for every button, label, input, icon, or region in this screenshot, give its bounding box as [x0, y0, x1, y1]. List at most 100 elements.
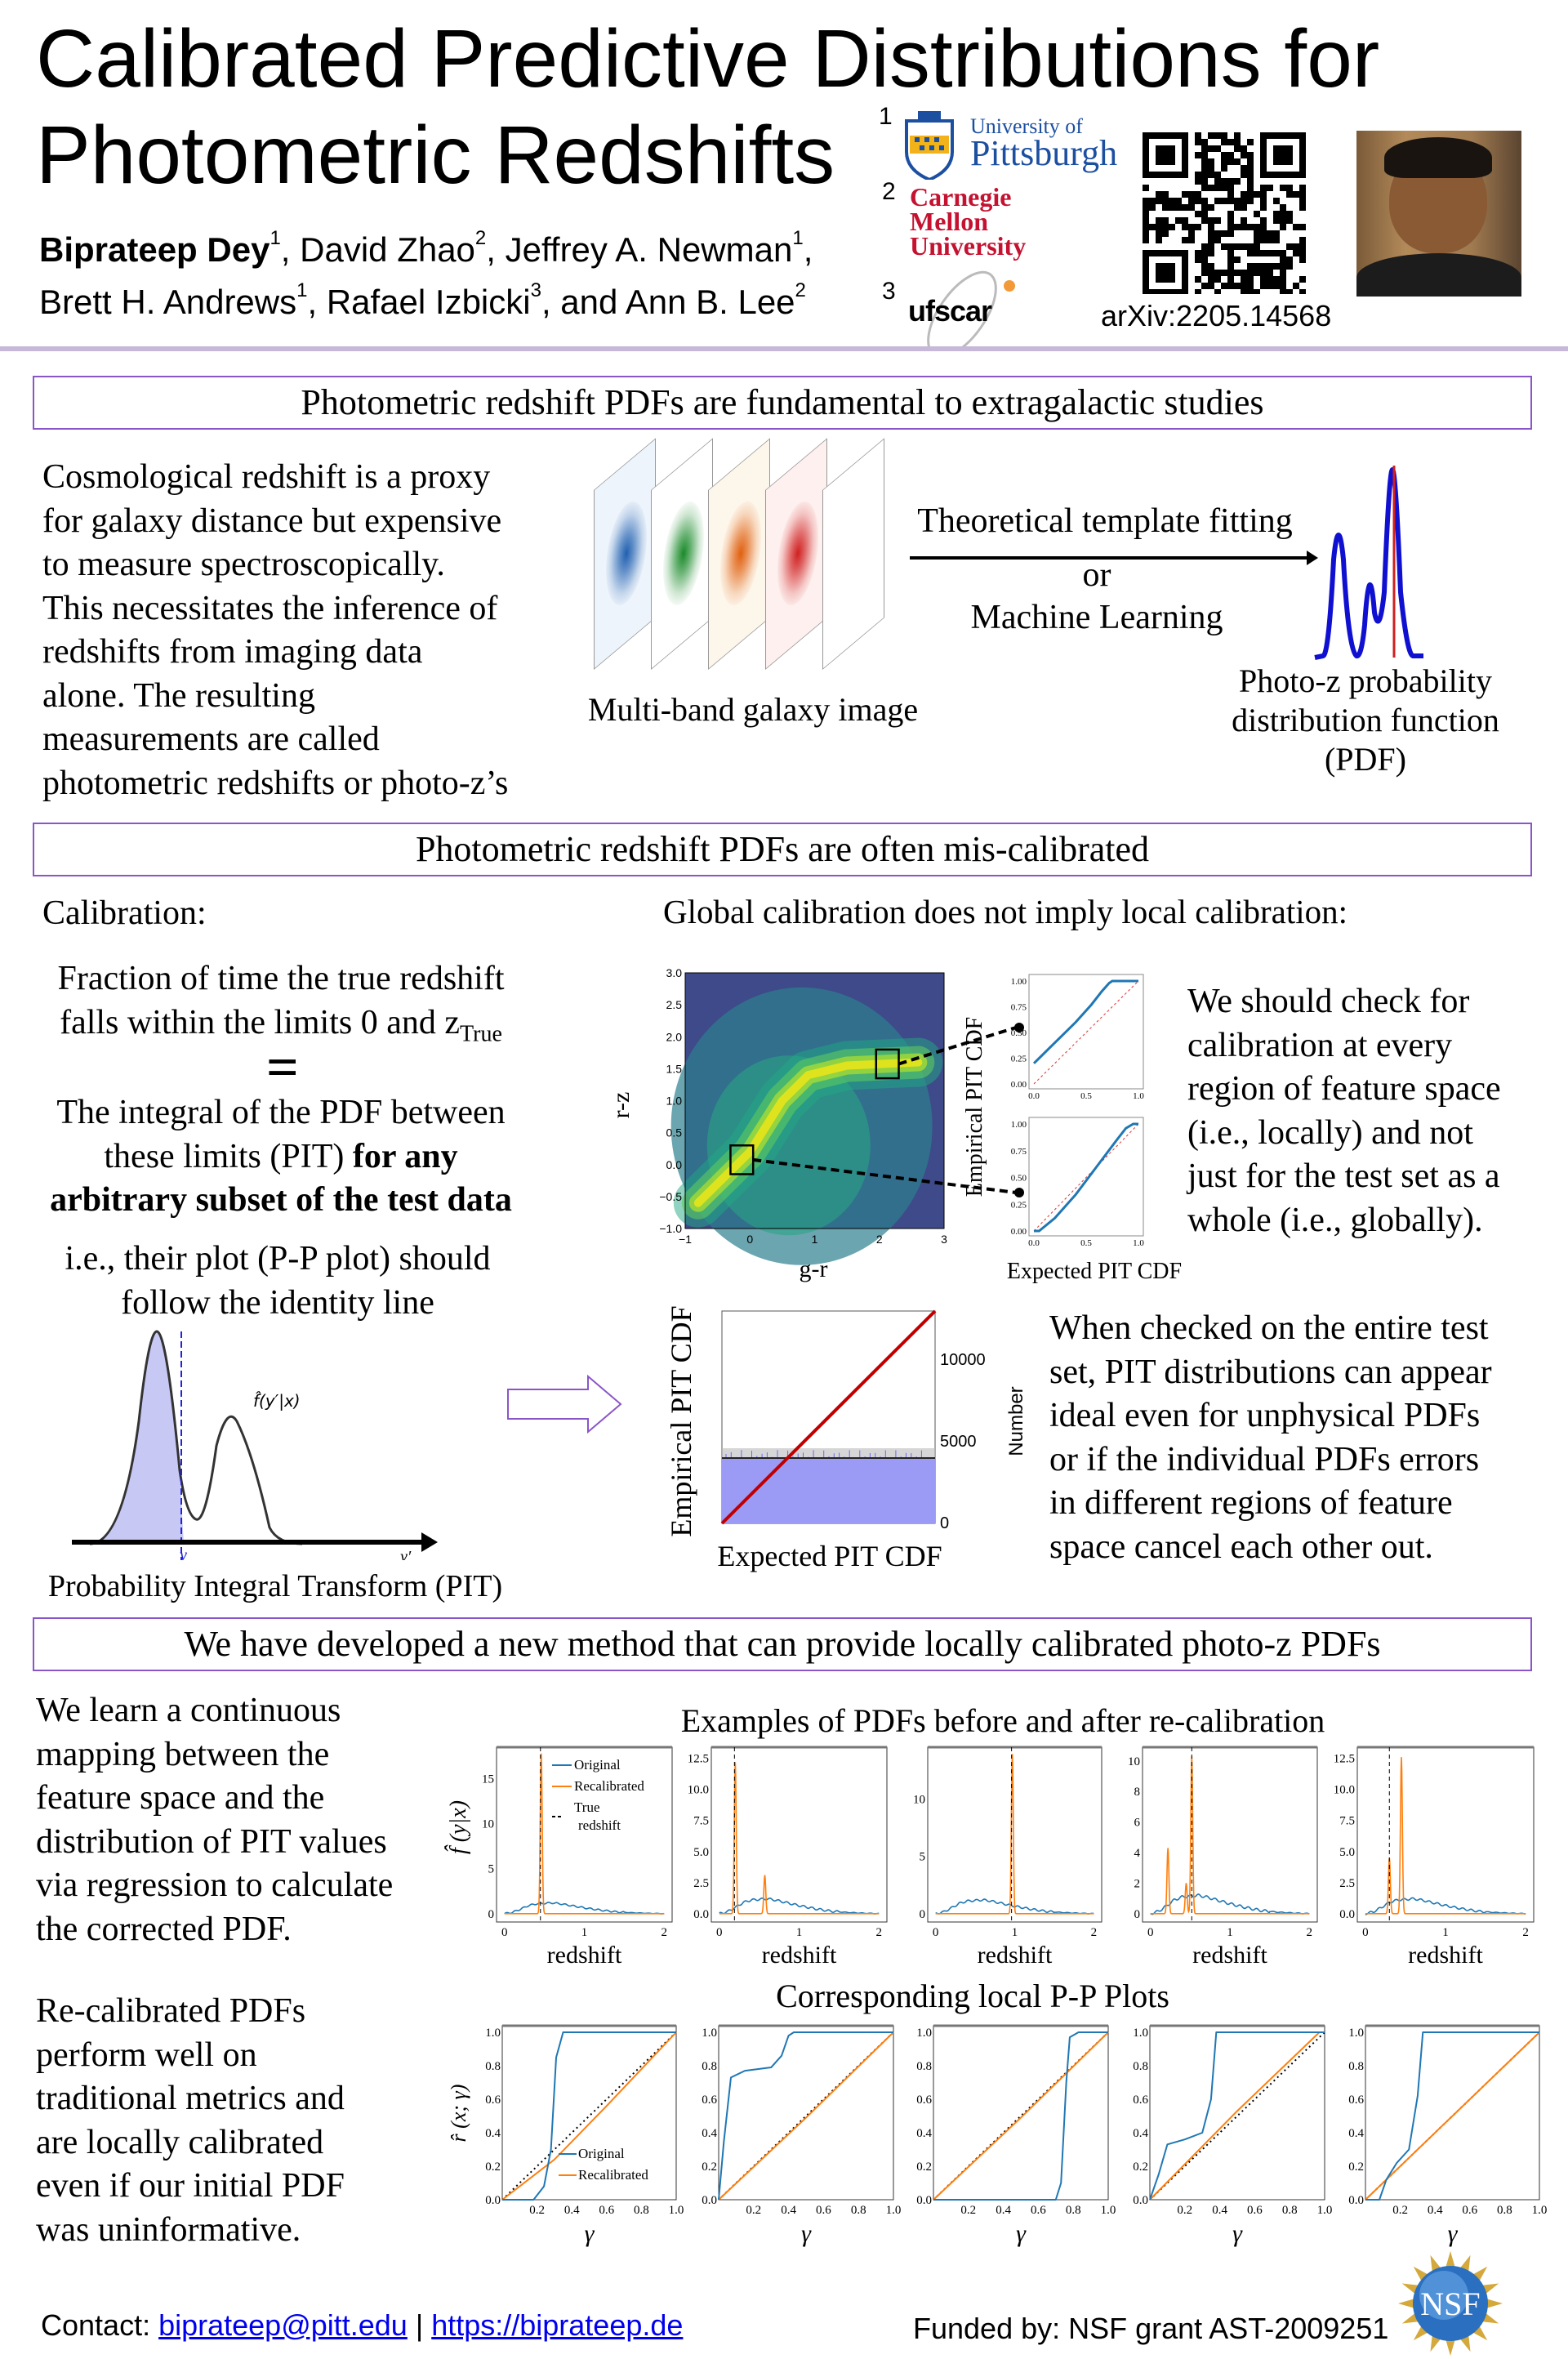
qr-module — [1280, 217, 1286, 224]
x-tick-label: 0.2 — [1392, 2204, 1408, 2217]
qr-module — [1299, 185, 1306, 191]
band-image — [651, 438, 713, 670]
recalibrated-pp-line — [933, 2031, 1109, 2201]
arxiv-id[interactable]: arXiv:2205.14568 — [1101, 299, 1332, 332]
y-tick-label: 8 — [1134, 1786, 1141, 1799]
text-line: space cancel each other out. — [1049, 1527, 1433, 1566]
qr-module — [1267, 230, 1273, 237]
x-tick-label: 2 — [1522, 1926, 1529, 1939]
qr-module — [1280, 256, 1286, 263]
qr-module — [1201, 263, 1208, 270]
qr-module — [1299, 191, 1306, 198]
y-tick-label: 15 — [482, 1773, 494, 1786]
empirical-cdf-line — [1032, 979, 1138, 1064]
qr-module — [1227, 185, 1234, 191]
qr-module — [1227, 191, 1234, 198]
text-line: We learn a continuous — [36, 1692, 341, 1729]
author-affiliation: 3 — [530, 279, 541, 301]
qr-module — [1299, 237, 1306, 243]
qr-code[interactable] — [1143, 132, 1306, 294]
qr-module — [1247, 243, 1254, 250]
qr-module — [1214, 230, 1221, 237]
x-axis-label: γ — [1016, 2220, 1027, 2247]
qr-module — [1201, 158, 1208, 165]
y-axis-label: f̂ (y|x) — [445, 1800, 471, 1854]
qr-module — [1156, 198, 1162, 204]
y-tick-label: 0.0 — [702, 2194, 717, 2207]
recalibrated-pp-line — [501, 2031, 677, 2201]
qr-module — [1208, 250, 1214, 256]
text-line: perform well on — [36, 2036, 257, 2074]
recalibrated-pdf-line — [1150, 1756, 1310, 1915]
qr-module — [1227, 276, 1234, 283]
y-tick-label: 0.2 — [702, 2161, 717, 2174]
qr-module — [1280, 211, 1286, 217]
yprime-label: y′ — [399, 1548, 412, 1560]
y-tick-label: −1.0 — [659, 1222, 682, 1235]
qr-module — [1273, 211, 1280, 217]
y-tick-label: 0.0 — [485, 2194, 501, 2207]
y-axis-label: r-z — [608, 1092, 635, 1119]
contact-line: Contact: biprateep@pitt.edu | https://bi… — [41, 2308, 683, 2343]
qr-module — [1260, 270, 1267, 276]
galaxy-blob — [777, 487, 818, 620]
qr-module — [1214, 172, 1221, 178]
contact-label: Contact: — [41, 2308, 159, 2342]
email-link[interactable]: biprateep@pitt.edu — [158, 2308, 408, 2342]
qr-module — [1195, 139, 1201, 145]
qr-module — [1241, 152, 1247, 158]
x-tick-label: 0 — [501, 1926, 508, 1939]
qr-module — [1267, 270, 1273, 276]
qr-module — [1280, 270, 1286, 276]
qr-module — [1208, 132, 1214, 139]
cmu-logo-text: University — [910, 231, 1027, 261]
qr-module — [1195, 152, 1201, 158]
text-bold: for any — [352, 1137, 458, 1175]
qr-module — [1241, 283, 1247, 289]
qr-module — [1175, 198, 1182, 204]
qr-module — [1241, 243, 1247, 250]
qr-module — [1273, 283, 1280, 289]
x-tick-label: 0.2 — [960, 2204, 976, 2217]
pdf-caption: Photo-z probability distribution functio… — [1232, 662, 1499, 779]
authors-line1: Biprateep Dey1, David Zhao2, Jeffrey A. … — [39, 227, 813, 270]
affiliation-number: 2 — [882, 178, 896, 205]
pitt-logo: University of Pittsburgh — [903, 111, 1124, 180]
author-sep: , — [486, 230, 506, 269]
galaxy-blob — [606, 487, 647, 620]
x-tick-label: 0.6 — [1031, 2204, 1046, 2217]
pdf-panel-frame — [496, 1746, 673, 1923]
original-pdf-line — [1365, 1897, 1526, 1915]
website-link[interactable]: https://biprateep.de — [431, 2308, 684, 2342]
method-ml: Machine Learning — [970, 599, 1223, 636]
text-line: The integral of the PDF between — [56, 1094, 506, 1131]
hair-shape — [1384, 137, 1492, 178]
qr-module — [1273, 217, 1280, 224]
qr-module — [1195, 198, 1201, 204]
text-line: set, PIT distributions can appear — [1049, 1353, 1492, 1391]
x-tick-label: 0.4 — [781, 2204, 796, 2217]
ufscar-logo-text: ufscar — [908, 294, 992, 328]
text-line: distribution of PIT values — [36, 1822, 387, 1861]
x-tick-label: 0.8 — [1282, 2204, 1298, 2217]
qr-module — [1260, 217, 1267, 224]
text-line: alone. The resulting — [42, 676, 315, 715]
qr-module — [1254, 230, 1260, 237]
qr-module — [1267, 276, 1273, 283]
text-line: to measure spectroscopically. — [42, 546, 445, 583]
qr-module — [1208, 237, 1214, 243]
qr-module — [1227, 283, 1234, 289]
qr-module — [1247, 178, 1254, 185]
x-tick-label: 1.0 — [1532, 2204, 1548, 2217]
qr-module — [1162, 204, 1169, 211]
qr-module — [1201, 165, 1208, 172]
qr-module — [1201, 172, 1208, 178]
qr-module — [1182, 224, 1188, 230]
qr-module — [1221, 132, 1227, 139]
x-tick-label: 0 — [1147, 1926, 1154, 1939]
nsf-logo: NSF — [1398, 2251, 1503, 2356]
x-tick-label: 1 — [1227, 1926, 1233, 1939]
qr-module — [1247, 198, 1254, 204]
pdf-panel-frame — [1356, 1746, 1535, 1923]
qr-finder — [1273, 145, 1293, 165]
